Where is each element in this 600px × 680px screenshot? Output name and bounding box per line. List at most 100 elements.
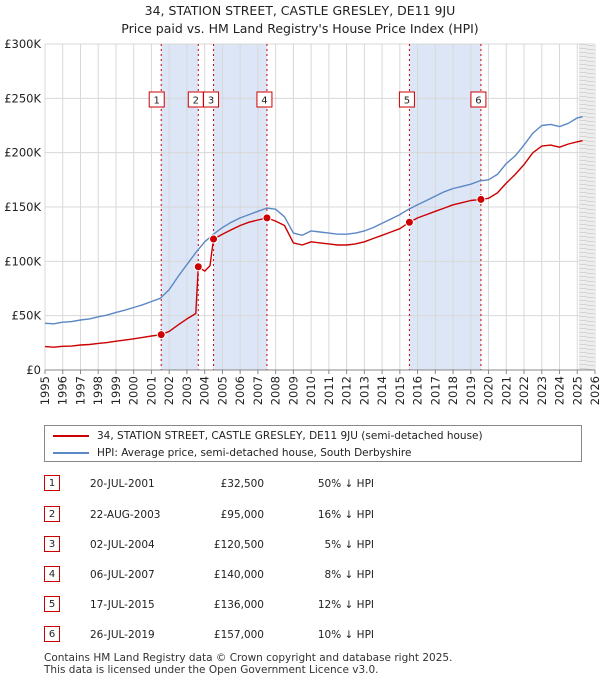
sale-hpi-diff: 12% ↓ HPI: [317, 599, 374, 611]
forecast-hatch-line: [578, 75, 596, 79]
x-tick-label: 2021: [499, 376, 513, 405]
forecast-hatch-line: [578, 159, 596, 163]
forecast-hatch-line: [578, 299, 596, 303]
sale-point: [404, 217, 414, 227]
forecast-hatch-line: [578, 279, 596, 283]
forecast-hatch-line: [578, 339, 596, 343]
forecast-hatch-line: [578, 91, 596, 95]
forecast-hatch-line: [578, 311, 596, 315]
forecast-hatch-line: [578, 243, 596, 247]
forecast-hatch-line: [578, 179, 596, 183]
x-tick-label: 2017: [428, 376, 442, 405]
forecast-hatch-line: [578, 131, 596, 135]
legend-item-hpi: HPI: Average price, semi-detached house,…: [53, 445, 411, 461]
forecast-hatch-line: [578, 331, 596, 335]
forecast-hatch-line: [578, 283, 596, 287]
sale-hpi-diff: 50% ↓ HPI: [317, 478, 374, 490]
x-tick-label: 1999: [109, 376, 123, 405]
forecast-hatch-line: [578, 59, 596, 63]
forecast-hatch-line: [578, 63, 596, 67]
forecast-hatch-line: [578, 215, 596, 219]
x-tick-label: 2018: [446, 376, 460, 405]
forecast-hatch-line: [578, 83, 596, 87]
x-tick-label: 2007: [251, 376, 265, 405]
x-tick-label: 2015: [393, 376, 407, 405]
y-tick-label: £200K: [4, 146, 41, 160]
sale-label-number: 3: [208, 96, 214, 107]
forecast-hatch-line: [578, 211, 596, 215]
forecast-hatch-line: [578, 199, 596, 203]
x-tick-label: 2002: [162, 376, 176, 405]
legend-item-property: 34, STATION STREET, CASTLE GRESLEY, DE11…: [53, 428, 483, 444]
sale-point: [262, 213, 272, 223]
sale-point: [476, 194, 486, 204]
x-tick-label: 1996: [56, 376, 70, 405]
forecast-hatch-line: [578, 103, 596, 107]
forecast-hatch-line: [578, 51, 596, 55]
sale-label-number: 4: [261, 96, 267, 107]
forecast-hatch-line: [578, 307, 596, 311]
forecast-hatch-line: [578, 47, 596, 51]
x-tick-label: 2000: [127, 376, 141, 405]
x-tick-label: 1997: [73, 376, 87, 405]
y-tick-label: £100K: [4, 254, 41, 268]
forecast-hatch-line: [578, 191, 596, 195]
sale-number-badge: 6: [44, 626, 60, 642]
forecast-hatch-line: [578, 171, 596, 175]
x-tick-label: 2008: [269, 376, 283, 405]
forecast-hatch-line: [578, 187, 596, 191]
sale-row: 6 26-JUL-2019 £157,000 10% ↓ HPI: [44, 626, 584, 644]
y-tick-label: £150K: [4, 200, 41, 214]
x-tick-label: 2020: [482, 376, 496, 405]
x-tick-label: 2006: [233, 376, 247, 405]
forecast-hatch-line: [578, 71, 596, 75]
forecast-hatch-line: [578, 119, 596, 123]
legend-swatch-property: [53, 435, 89, 437]
sale-row: 5 17-JUL-2015 £136,000 12% ↓ HPI: [44, 596, 584, 614]
y-tick-label: £50K: [12, 309, 42, 323]
forecast-hatch-line: [578, 227, 596, 231]
forecast-hatch-line: [578, 343, 596, 347]
forecast-hatch-line: [578, 347, 596, 351]
sale-date: 22-AUG-2003: [90, 509, 161, 521]
sale-date: 20-JUL-2001: [90, 478, 155, 490]
forecast-hatch-line: [578, 335, 596, 339]
sale-label-box: [470, 91, 487, 108]
sale-label-number: 5: [404, 96, 410, 107]
sale-price: £95,000: [220, 509, 264, 521]
x-tick-label: 1995: [38, 376, 52, 405]
sale-row: 2 22-AUG-2003 £95,000 16% ↓ HPI: [44, 506, 584, 524]
sale-label-box: [203, 91, 220, 108]
sale-row: 3 02-JUL-2004 £120,500 5% ↓ HPI: [44, 536, 584, 554]
forecast-hatch-line: [578, 319, 596, 323]
x-tick-label: 2022: [517, 376, 531, 405]
sale-vline-layer: [160, 44, 482, 370]
forecast-hatch-line: [578, 151, 596, 155]
x-tick-label: 2026: [588, 376, 600, 405]
sale-point: [209, 234, 219, 244]
sale-label-box: [256, 91, 273, 108]
sale-label-box: [148, 91, 165, 108]
forecast-hatch-line: [578, 327, 596, 331]
x-tick-label: 2016: [411, 376, 425, 405]
sale-date: 26-JUL-2019: [90, 629, 155, 641]
x-tick-label: 2009: [286, 376, 300, 405]
x-tick-label: 2004: [198, 376, 212, 405]
sale-row: 4 06-JUL-2007 £140,000 8% ↓ HPI: [44, 566, 584, 584]
forecast-hatch-line: [578, 363, 596, 367]
sale-hpi-diff: 10% ↓ HPI: [317, 629, 374, 641]
forecast-hatch-line: [578, 43, 596, 47]
sale-hpi-diff: 16% ↓ HPI: [317, 509, 374, 521]
forecast-hatch-line: [578, 267, 596, 271]
footer-licence: This data is licensed under the Open Gov…: [44, 664, 379, 676]
forecast-hatch-line: [578, 95, 596, 99]
sale-label-number: 2: [193, 96, 199, 107]
sale-number-badge: 1: [44, 475, 60, 491]
sale-label-number: 1: [154, 96, 160, 107]
legend-label-hpi: HPI: Average price, semi-detached house,…: [97, 447, 412, 459]
forecast-hatch-line: [578, 167, 596, 171]
forecast-hatch-line: [578, 175, 596, 179]
sale-point: [156, 330, 166, 340]
